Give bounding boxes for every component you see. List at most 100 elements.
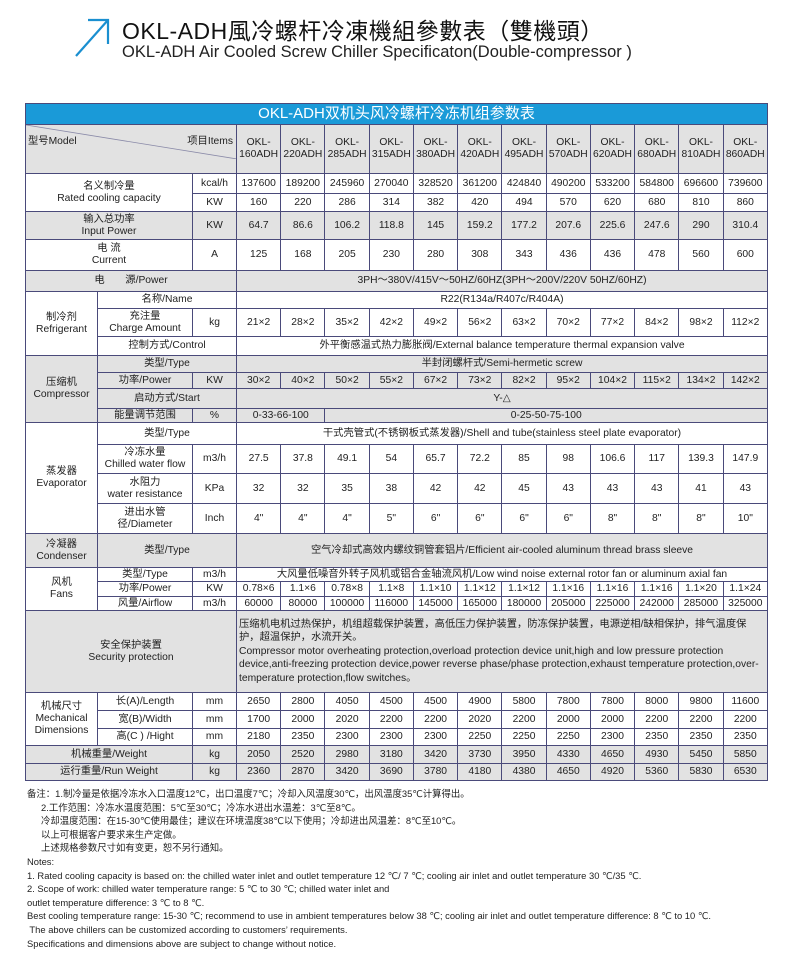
airflow-value: 80000 bbox=[280, 596, 326, 611]
fan-power-value: 0.78×6 bbox=[236, 581, 282, 597]
note-cn: 2.工作范围：冷冻水温度范围：5℃至30℃；冷冻水进出水温差：3℃至8℃。 bbox=[41, 801, 361, 813]
width-cell: 宽(B)/Width bbox=[97, 710, 193, 729]
chilled-water-flow-value: 37.8 bbox=[280, 444, 326, 474]
airflow-value: 205000 bbox=[545, 596, 591, 611]
model-header: OKL- 860ADH bbox=[722, 124, 769, 174]
input-power-value: 247.6 bbox=[634, 211, 680, 240]
input-power-value: 225.6 bbox=[589, 211, 636, 240]
length-cell: 长(A)/Length bbox=[97, 692, 193, 711]
water-resistance-cell: KPa bbox=[191, 473, 238, 504]
compressor-power-value: 30×2 bbox=[236, 372, 282, 389]
items-label: 项目Items bbox=[187, 136, 234, 147]
rated-cooling-capacity-value: 245960 bbox=[324, 173, 370, 194]
airflow-value: 116000 bbox=[368, 596, 414, 611]
water-resistance-value: 42 bbox=[457, 473, 503, 504]
table-row-compressor-power: 功率/Power KW 30×2 40×2 50×2 55×2 67×2 73×2 82×2 95… bbox=[26, 372, 769, 389]
note-cn: 备注：1.制冷量是依据冷冻水入口温度12℃，出口温度7℃；冷却入风温度30℃，出… bbox=[27, 788, 470, 799]
capacity-range-cell: 能量调节范围 bbox=[97, 408, 193, 423]
run-weight-value: 6530 bbox=[722, 763, 769, 781]
water-resistance-cell: 水阻力 water resistance bbox=[97, 473, 193, 504]
run-weight-cell: kg bbox=[191, 763, 238, 781]
note-en: 2. Scope of work: chilled water temperat… bbox=[27, 883, 390, 895]
run-weight-value: 2360 bbox=[236, 763, 282, 781]
chilled-water-flow-value: 49.1 bbox=[324, 444, 370, 474]
chilled-water-flow-value: 117 bbox=[634, 444, 680, 474]
charge-amount-value: 49×2 bbox=[412, 308, 459, 337]
length-value: 11600 bbox=[722, 692, 769, 711]
table-row-fan-type: 风机 Fans 类型/Type m3/h 大风量低噪音外转子风机或铝合金轴流风机/Lo… bbox=[25, 567, 768, 611]
run-weight-cell: 运行重量/Run Weight bbox=[25, 763, 193, 781]
rated-cooling-capacity-value: 328520 bbox=[412, 173, 459, 194]
rated-cooling-capacity-value: 137600 bbox=[236, 173, 282, 194]
height-value: 2250 bbox=[457, 728, 503, 746]
pipe-diameter-value: 8" bbox=[678, 503, 724, 534]
input-power-cell: 输入总功率 Input Power bbox=[25, 211, 193, 240]
water-resistance-value: 45 bbox=[501, 473, 547, 504]
length-cell: 机械尺寸 Mechanical Dimensions bbox=[25, 692, 98, 746]
rated-cooling-capacity-value: 584800 bbox=[634, 173, 680, 194]
charge-amount-value: 98×2 bbox=[678, 308, 724, 337]
table-row-fan-power: 功率/Power KW 0.78×6 1.1×6 0.78×8 1.1×8 1.1×10 1.… bbox=[26, 581, 769, 597]
table-row-height: 高(C ) /Hight mm 2180 2350 2300 2300 2300 2250 22… bbox=[26, 728, 769, 746]
chilled-water-flow-value: 106.6 bbox=[589, 444, 636, 474]
length-value: 8000 bbox=[634, 692, 680, 711]
airflow-value: 145000 bbox=[412, 596, 459, 611]
rated-cooling-capacity-kw-value: 494 bbox=[501, 193, 547, 212]
table-row-input-power: 输入总功率 Input Power KW 64.7 86.6 106.2 118.8 145… bbox=[25, 211, 769, 240]
length-value: 2650 bbox=[236, 692, 282, 711]
chilled-water-flow-value: 65.7 bbox=[412, 444, 459, 474]
width-value: 2200 bbox=[368, 710, 414, 729]
table-row-charge-amount: 充注量 Charge Amount kg 21×2 28×2 35×2 42×2 49×2 5… bbox=[26, 308, 769, 337]
fan-power-value: 0.78×8 bbox=[324, 581, 370, 597]
water-resistance-value: 43 bbox=[722, 473, 769, 504]
run-weight-value: 5830 bbox=[678, 763, 724, 781]
fan-type-cell: m3/h bbox=[191, 567, 238, 582]
fan-type-cell: 大风量低噪音外转子风机或铝合金轴流风机/Low wind noise exter… bbox=[236, 567, 768, 582]
height-value: 2350 bbox=[678, 728, 724, 746]
input-power-value: 290 bbox=[678, 211, 724, 240]
condenser-cell: 类型/Type bbox=[96, 533, 238, 568]
start-method-cell: 启动方式/Start bbox=[96, 388, 238, 409]
pipe-diameter-value: 10" bbox=[722, 503, 769, 534]
water-resistance-value: 35 bbox=[324, 473, 370, 504]
table-row-water-resistance: 水阻力 water resistance KPa 32 32 35 38 42 42 45 43 4… bbox=[26, 473, 769, 504]
height-value: 2300 bbox=[589, 728, 636, 746]
width-value: 2200 bbox=[722, 710, 769, 729]
model-header: OKL- 680ADH bbox=[634, 124, 680, 174]
length-value: 5800 bbox=[501, 692, 547, 711]
airflow-value: 242000 bbox=[634, 596, 680, 611]
refrigerant-name-cell: 制冷剂 Refrigerant bbox=[25, 291, 98, 356]
charge-amount-value: 35×2 bbox=[324, 308, 370, 337]
length-value: 4500 bbox=[368, 692, 414, 711]
airflow-cell: 风量/Airflow bbox=[97, 596, 193, 611]
width-value: 2200 bbox=[412, 710, 459, 729]
fan-power-value: 1.1×12 bbox=[457, 581, 503, 597]
chilled-water-flow-value: 85 bbox=[501, 444, 547, 474]
model-header: OKL- 495ADH bbox=[501, 124, 547, 174]
current-value: 436 bbox=[545, 239, 591, 271]
model-header: OKL- 160ADH bbox=[236, 124, 282, 174]
note-cn: 以上可根据客户要求来生产定做。 bbox=[41, 828, 182, 840]
width-cell: mm bbox=[191, 710, 238, 729]
chilled-water-flow-value: 27.5 bbox=[236, 444, 282, 474]
height-value: 2300 bbox=[412, 728, 459, 746]
refrigerant-name-cell: 名称/Name bbox=[96, 291, 238, 309]
power-supply-cell: 电 源/Power bbox=[24, 270, 238, 292]
compressor-type-cell: 类型/Type bbox=[96, 355, 238, 373]
width-value: 1700 bbox=[236, 710, 282, 729]
table-row-security-protection: 安全保护装置 Security protection 压缩机电机过热保护，机组超载… bbox=[24, 610, 768, 693]
run-weight-value: 4380 bbox=[501, 763, 547, 781]
rated-cooling-capacity-kw-value: 160 bbox=[236, 193, 282, 212]
input-power-value: 64.7 bbox=[236, 211, 282, 240]
current-value: 230 bbox=[368, 239, 414, 271]
run-weight-value: 4180 bbox=[457, 763, 503, 781]
notes-title: Notes: bbox=[27, 855, 55, 867]
rated-cooling-capacity-value: 696600 bbox=[678, 173, 724, 194]
evaporator-type-cell: 类型/Type bbox=[96, 422, 238, 445]
model-header: OKL- 570ADH bbox=[545, 124, 591, 174]
compressor-type-cell: 压缩机 Compressor bbox=[25, 355, 98, 423]
note-en: The above chillers can be customized acc… bbox=[27, 923, 348, 935]
rated-cooling-capacity-value: 739600 bbox=[722, 173, 769, 194]
height-value: 2350 bbox=[634, 728, 680, 746]
charge-amount-value: 21×2 bbox=[236, 308, 282, 337]
